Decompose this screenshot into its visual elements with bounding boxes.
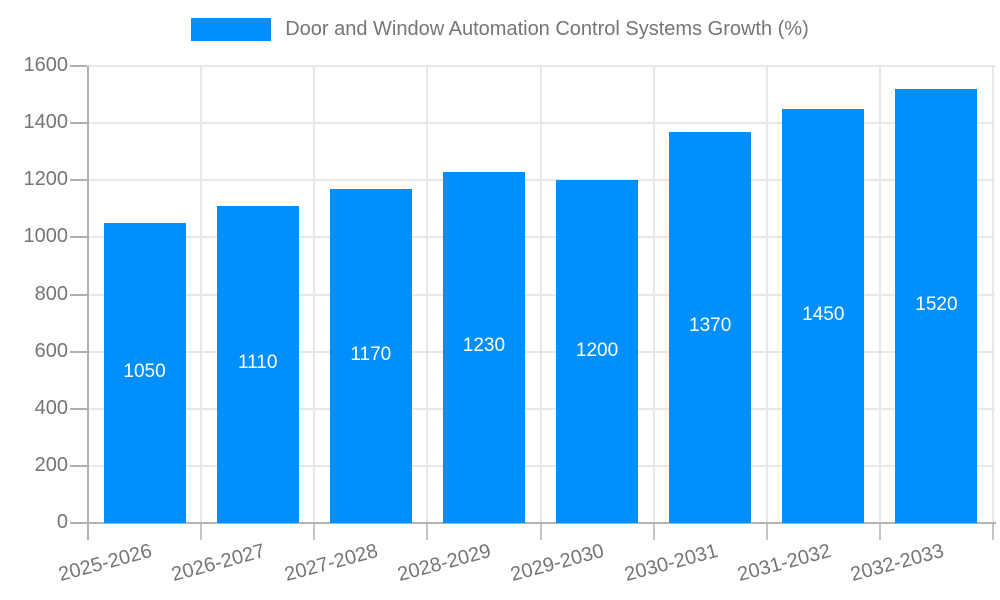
bar-value-label: 1200 bbox=[575, 339, 619, 361]
x-gridline bbox=[765, 66, 768, 523]
bar bbox=[895, 88, 978, 523]
x-tick-label: 2029-2030 bbox=[508, 540, 607, 587]
y-tick-label: 0 bbox=[56, 511, 68, 533]
bar bbox=[782, 108, 865, 523]
legend-item[interactable]: Door and Window Automation Control Syste… bbox=[191, 18, 809, 41]
x-axis-line bbox=[87, 522, 996, 524]
y-gridline bbox=[88, 407, 995, 410]
x-gridline bbox=[878, 66, 881, 523]
x-gridline bbox=[652, 66, 655, 523]
x-tick-label: 2030-2031 bbox=[621, 540, 720, 587]
x-gridline bbox=[200, 66, 203, 523]
x-tick-label: 2025-2026 bbox=[56, 540, 155, 587]
bar bbox=[442, 171, 525, 523]
legend-color-swatch-icon bbox=[191, 18, 272, 41]
y-gridline bbox=[88, 65, 995, 67]
x-gridline bbox=[539, 66, 542, 523]
y-gridline bbox=[88, 350, 995, 353]
x-gridline bbox=[426, 66, 429, 523]
x-gridline bbox=[313, 66, 316, 523]
y-gridline bbox=[88, 122, 995, 125]
bar bbox=[216, 205, 299, 523]
y-tick bbox=[70, 122, 87, 125]
y-gridline bbox=[88, 293, 995, 296]
y-tick bbox=[70, 65, 87, 67]
x-tick bbox=[200, 523, 203, 540]
y-gridline bbox=[88, 179, 995, 182]
x-tick bbox=[878, 523, 881, 540]
y-tick-label: 800 bbox=[34, 282, 68, 305]
y-tick bbox=[70, 522, 87, 524]
x-tick-label: 2028-2029 bbox=[395, 540, 494, 587]
y-tick bbox=[70, 407, 87, 410]
x-tick-label: 2032-2033 bbox=[848, 540, 947, 587]
x-tick bbox=[765, 523, 768, 540]
y-tick-label: 1200 bbox=[23, 168, 69, 191]
x-tick bbox=[539, 523, 542, 540]
y-tick-label: 200 bbox=[34, 453, 68, 476]
bar-value-label: 1230 bbox=[462, 335, 506, 357]
x-tick-label: 2031-2032 bbox=[734, 540, 834, 587]
y-tick bbox=[70, 293, 87, 296]
y-tick-label: 1000 bbox=[23, 225, 69, 248]
legend-series-label: Door and Window Automation Control Syste… bbox=[285, 18, 809, 40]
y-tick bbox=[70, 464, 87, 467]
x-gridline bbox=[992, 66, 994, 523]
bar-value-label: 1170 bbox=[350, 343, 392, 365]
y-gridline bbox=[88, 464, 995, 467]
legend: Door and Window Automation Control Syste… bbox=[0, 18, 1000, 41]
bar-value-label: 1520 bbox=[915, 293, 958, 315]
bar-value-label: 1450 bbox=[802, 303, 845, 325]
y-tick bbox=[70, 236, 87, 239]
x-tick bbox=[652, 523, 655, 540]
x-tick-label: 2027-2028 bbox=[282, 540, 381, 587]
bar bbox=[329, 188, 412, 523]
y-tick-label: 600 bbox=[34, 339, 68, 362]
y-tick bbox=[70, 350, 87, 353]
bar-value-label: 1110 bbox=[237, 352, 278, 374]
y-tick-label: 1400 bbox=[23, 111, 69, 134]
y-axis-line bbox=[87, 66, 89, 540]
y-tick-label: 1600 bbox=[23, 54, 69, 76]
y-gridline bbox=[88, 236, 995, 239]
bar bbox=[103, 223, 186, 523]
x-tick-label: 2026-2027 bbox=[169, 540, 268, 587]
bar bbox=[556, 180, 639, 523]
bar-value-label: 1370 bbox=[689, 315, 732, 337]
y-tick bbox=[70, 179, 87, 182]
bar bbox=[669, 131, 752, 523]
y-tick-label: 400 bbox=[34, 396, 68, 419]
x-tick bbox=[992, 523, 994, 540]
x-tick bbox=[426, 523, 429, 540]
x-tick bbox=[313, 523, 316, 540]
bar-value-label: 1050 bbox=[123, 361, 166, 383]
